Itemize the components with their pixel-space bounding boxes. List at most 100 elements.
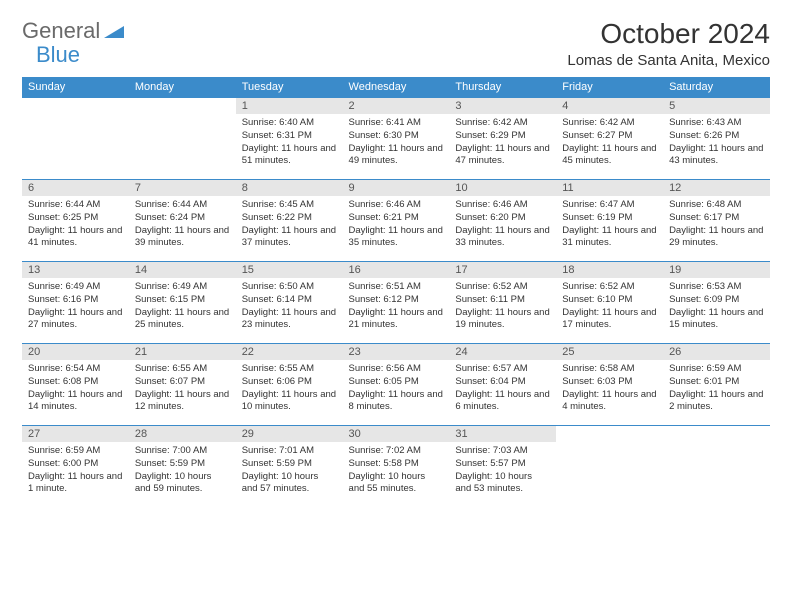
header: General October 2024 Lomas de Santa Anit… — [22, 18, 770, 69]
day-number: 25 — [556, 344, 663, 360]
day-details: Sunrise: 6:48 AMSunset: 6:17 PMDaylight:… — [663, 196, 770, 253]
day-number: 23 — [343, 344, 450, 360]
calendar-day: 6Sunrise: 6:44 AMSunset: 6:25 PMDaylight… — [22, 180, 129, 262]
calendar-day: 29Sunrise: 7:01 AMSunset: 5:59 PMDayligh… — [236, 426, 343, 508]
calendar-day: 11Sunrise: 6:47 AMSunset: 6:19 PMDayligh… — [556, 180, 663, 262]
page-title: October 2024 — [567, 18, 770, 50]
calendar-day: 26Sunrise: 6:59 AMSunset: 6:01 PMDayligh… — [663, 344, 770, 426]
day-details: Sunrise: 6:41 AMSunset: 6:30 PMDaylight:… — [343, 114, 450, 171]
day-details: Sunrise: 6:54 AMSunset: 6:08 PMDaylight:… — [22, 360, 129, 417]
day-number: 11 — [556, 180, 663, 196]
day-details: Sunrise: 6:47 AMSunset: 6:19 PMDaylight:… — [556, 196, 663, 253]
day-details: Sunrise: 6:46 AMSunset: 6:21 PMDaylight:… — [343, 196, 450, 253]
day-number: 31 — [449, 426, 556, 442]
location: Lomas de Santa Anita, Mexico — [567, 52, 770, 69]
day-details: Sunrise: 6:42 AMSunset: 6:29 PMDaylight:… — [449, 114, 556, 171]
day-details: Sunrise: 7:00 AMSunset: 5:59 PMDaylight:… — [129, 442, 236, 499]
day-number: 4 — [556, 98, 663, 114]
day-header: Tuesday — [236, 77, 343, 98]
calendar-day: 21Sunrise: 6:55 AMSunset: 6:07 PMDayligh… — [129, 344, 236, 426]
day-details: Sunrise: 6:59 AMSunset: 6:01 PMDaylight:… — [663, 360, 770, 417]
day-number: 17 — [449, 262, 556, 278]
day-header: Saturday — [663, 77, 770, 98]
day-details: Sunrise: 6:50 AMSunset: 6:14 PMDaylight:… — [236, 278, 343, 335]
calendar-day: 3Sunrise: 6:42 AMSunset: 6:29 PMDaylight… — [449, 98, 556, 180]
day-details: Sunrise: 6:59 AMSunset: 6:00 PMDaylight:… — [22, 442, 129, 499]
calendar-table: SundayMondayTuesdayWednesdayThursdayFrid… — [22, 77, 770, 508]
day-details: Sunrise: 7:03 AMSunset: 5:57 PMDaylight:… — [449, 442, 556, 499]
day-details: Sunrise: 6:55 AMSunset: 6:06 PMDaylight:… — [236, 360, 343, 417]
day-details: Sunrise: 6:57 AMSunset: 6:04 PMDaylight:… — [449, 360, 556, 417]
day-details: Sunrise: 6:40 AMSunset: 6:31 PMDaylight:… — [236, 114, 343, 171]
day-details: Sunrise: 6:49 AMSunset: 6:16 PMDaylight:… — [22, 278, 129, 335]
day-number: 19 — [663, 262, 770, 278]
calendar-day: 12Sunrise: 6:48 AMSunset: 6:17 PMDayligh… — [663, 180, 770, 262]
calendar-day: 14Sunrise: 6:49 AMSunset: 6:15 PMDayligh… — [129, 262, 236, 344]
calendar-day: 17Sunrise: 6:52 AMSunset: 6:11 PMDayligh… — [449, 262, 556, 344]
day-number: 22 — [236, 344, 343, 360]
calendar-day: 28Sunrise: 7:00 AMSunset: 5:59 PMDayligh… — [129, 426, 236, 508]
calendar-day: 9Sunrise: 6:46 AMSunset: 6:21 PMDaylight… — [343, 180, 450, 262]
calendar-day: 7Sunrise: 6:44 AMSunset: 6:24 PMDaylight… — [129, 180, 236, 262]
calendar-day: 27Sunrise: 6:59 AMSunset: 6:00 PMDayligh… — [22, 426, 129, 508]
day-details: Sunrise: 6:56 AMSunset: 6:05 PMDaylight:… — [343, 360, 450, 417]
day-details: Sunrise: 6:42 AMSunset: 6:27 PMDaylight:… — [556, 114, 663, 171]
logo-line2: Blue — [36, 42, 80, 68]
calendar-day: 20Sunrise: 6:54 AMSunset: 6:08 PMDayligh… — [22, 344, 129, 426]
day-header: Sunday — [22, 77, 129, 98]
day-details: Sunrise: 6:55 AMSunset: 6:07 PMDaylight:… — [129, 360, 236, 417]
day-details: Sunrise: 6:49 AMSunset: 6:15 PMDaylight:… — [129, 278, 236, 335]
day-number: 1 — [236, 98, 343, 114]
day-details: Sunrise: 7:02 AMSunset: 5:58 PMDaylight:… — [343, 442, 450, 499]
calendar-day: 19Sunrise: 6:53 AMSunset: 6:09 PMDayligh… — [663, 262, 770, 344]
day-details: Sunrise: 6:58 AMSunset: 6:03 PMDaylight:… — [556, 360, 663, 417]
day-header: Friday — [556, 77, 663, 98]
day-details: Sunrise: 6:51 AMSunset: 6:12 PMDaylight:… — [343, 278, 450, 335]
day-number: 8 — [236, 180, 343, 196]
day-number: 10 — [449, 180, 556, 196]
day-header: Thursday — [449, 77, 556, 98]
day-number: 13 — [22, 262, 129, 278]
day-details: Sunrise: 6:52 AMSunset: 6:10 PMDaylight:… — [556, 278, 663, 335]
calendar-day: 25Sunrise: 6:58 AMSunset: 6:03 PMDayligh… — [556, 344, 663, 426]
calendar-empty — [129, 98, 236, 180]
calendar-day: 23Sunrise: 6:56 AMSunset: 6:05 PMDayligh… — [343, 344, 450, 426]
day-number: 27 — [22, 426, 129, 442]
calendar-day: 13Sunrise: 6:49 AMSunset: 6:16 PMDayligh… — [22, 262, 129, 344]
title-block: October 2024 Lomas de Santa Anita, Mexic… — [567, 18, 770, 69]
day-details: Sunrise: 6:44 AMSunset: 6:25 PMDaylight:… — [22, 196, 129, 253]
day-details: Sunrise: 6:53 AMSunset: 6:09 PMDaylight:… — [663, 278, 770, 335]
calendar-day: 22Sunrise: 6:55 AMSunset: 6:06 PMDayligh… — [236, 344, 343, 426]
calendar-day: 1Sunrise: 6:40 AMSunset: 6:31 PMDaylight… — [236, 98, 343, 180]
day-number: 30 — [343, 426, 450, 442]
day-header: Wednesday — [343, 77, 450, 98]
calendar-day: 5Sunrise: 6:43 AMSunset: 6:26 PMDaylight… — [663, 98, 770, 180]
calendar-day: 31Sunrise: 7:03 AMSunset: 5:57 PMDayligh… — [449, 426, 556, 508]
calendar-empty — [22, 98, 129, 180]
day-number: 14 — [129, 262, 236, 278]
calendar-day: 2Sunrise: 6:41 AMSunset: 6:30 PMDaylight… — [343, 98, 450, 180]
day-number: 28 — [129, 426, 236, 442]
day-number: 21 — [129, 344, 236, 360]
day-details: Sunrise: 6:44 AMSunset: 6:24 PMDaylight:… — [129, 196, 236, 253]
day-number: 2 — [343, 98, 450, 114]
logo-part1: General — [22, 18, 100, 44]
day-number: 3 — [449, 98, 556, 114]
calendar-day: 24Sunrise: 6:57 AMSunset: 6:04 PMDayligh… — [449, 344, 556, 426]
calendar-day: 10Sunrise: 6:46 AMSunset: 6:20 PMDayligh… — [449, 180, 556, 262]
day-details: Sunrise: 7:01 AMSunset: 5:59 PMDaylight:… — [236, 442, 343, 499]
day-number: 7 — [129, 180, 236, 196]
day-number: 16 — [343, 262, 450, 278]
day-number: 9 — [343, 180, 450, 196]
day-number: 5 — [663, 98, 770, 114]
day-number: 15 — [236, 262, 343, 278]
day-header: Monday — [129, 77, 236, 98]
calendar-day: 15Sunrise: 6:50 AMSunset: 6:14 PMDayligh… — [236, 262, 343, 344]
calendar-day: 18Sunrise: 6:52 AMSunset: 6:10 PMDayligh… — [556, 262, 663, 344]
calendar-day: 30Sunrise: 7:02 AMSunset: 5:58 PMDayligh… — [343, 426, 450, 508]
day-details: Sunrise: 6:46 AMSunset: 6:20 PMDaylight:… — [449, 196, 556, 253]
day-number: 26 — [663, 344, 770, 360]
calendar-empty — [663, 426, 770, 508]
day-details: Sunrise: 6:43 AMSunset: 6:26 PMDaylight:… — [663, 114, 770, 171]
day-number: 29 — [236, 426, 343, 442]
